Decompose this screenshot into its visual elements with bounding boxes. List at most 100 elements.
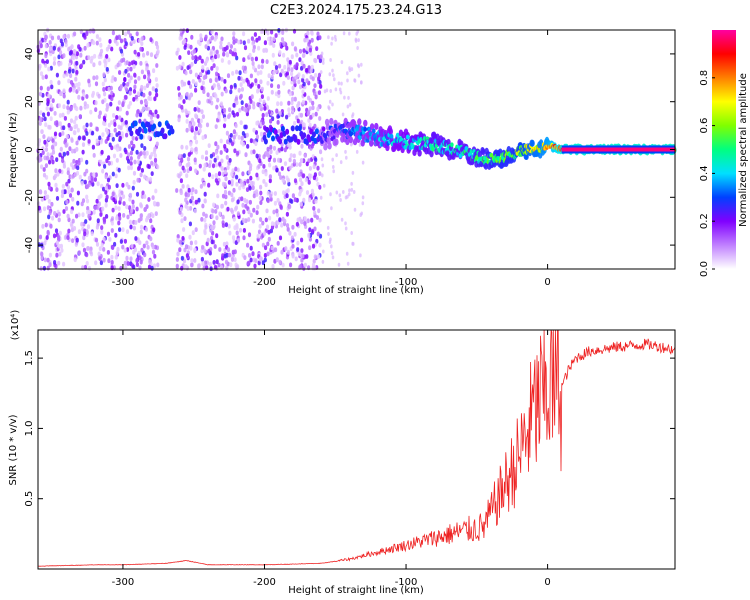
spectrogram-pixel: [235, 230, 239, 236]
spectrogram-pixel: [238, 70, 242, 76]
spectrogram-pixel: [149, 37, 153, 42]
spectrogram-pixel: [313, 254, 317, 260]
spectrogram-pixel: [270, 224, 275, 230]
spectrogram-pixel: [137, 76, 141, 81]
spectrogram-pixel: [214, 150, 218, 155]
spectrogram-pixel: [318, 35, 322, 40]
spectrogram-pixel: [208, 261, 212, 267]
spectrogram-pixel: [310, 64, 314, 70]
spectrogram-pixel: [187, 152, 191, 157]
spectrogram-pixel: [71, 238, 75, 244]
spectrogram-pixel: [297, 125, 302, 132]
spectrogram-pixel: [86, 184, 90, 189]
spectrogram-pixel: [126, 152, 131, 158]
spectrogram-pixel: [201, 244, 205, 250]
spectrogram-pixel: [77, 160, 81, 166]
spectrogram-pixel: [318, 171, 322, 177]
spectrogram-pixel: [102, 257, 106, 263]
spectrogram-pixel: [87, 213, 91, 219]
spectrogram-pixel: [222, 108, 227, 113]
spectrogram-pixel: [263, 125, 267, 131]
spectrogram-pixel: [42, 265, 47, 271]
spectrogram-pixel: [263, 231, 267, 236]
spectrogram-pixel: [37, 138, 42, 144]
spectrogram-pixel: [79, 157, 84, 163]
spectrogram-pixel: [48, 185, 52, 191]
spectrogram-pixel: [70, 44, 74, 49]
spectrogram-pixel: [264, 217, 268, 223]
spectrogram-pixel: [128, 196, 132, 202]
spectrogram-pixel: [353, 78, 357, 83]
spectrogram-pixel: [189, 44, 193, 50]
spectrogram-pixel: [320, 157, 324, 162]
spectrogram-pixel: [117, 100, 121, 105]
spectrogram-pixel: [99, 260, 103, 266]
spectrogram-pixel: [139, 133, 144, 140]
spectrogram-pixel: [134, 60, 138, 66]
spectrogram-pixel: [293, 64, 297, 70]
spectrogram-pixel: [86, 103, 90, 109]
spectrogram-pixel: [278, 235, 283, 241]
spectrogram-pixel: [200, 109, 204, 115]
spectrogram-pixel: [39, 71, 44, 77]
spectrogram-pixel: [152, 123, 157, 130]
spectrogram-pixel: [67, 69, 72, 74]
spectrogram-pixel: [211, 163, 216, 169]
figure-title: C2E3.2024.175.23.24.G13: [270, 3, 442, 18]
spectrogram-pixel: [47, 136, 51, 141]
spectrogram-pixel: [130, 243, 134, 249]
spectrogram-pixel: [68, 146, 72, 152]
spectrogram-pixel: [187, 50, 191, 55]
spectrogram-pixel: [268, 162, 272, 168]
spectrogram-pixel: [198, 55, 202, 60]
spectrogram-pixel: [288, 157, 292, 163]
spectrogram-pixel: [230, 171, 234, 177]
spectrogram-pixel: [313, 210, 317, 216]
spectrogram-pixel: [139, 46, 143, 52]
spectrogram-pixel: [107, 258, 111, 264]
spectrogram-pixel: [103, 59, 107, 64]
spectrogram-pixel: [65, 134, 69, 140]
spectrogram-pixel: [217, 114, 221, 120]
spectrogram-pixel: [99, 159, 103, 165]
spectrogram-pixel: [301, 99, 305, 105]
spectrogram-pixel: [338, 193, 342, 198]
spectrogram-pixel: [140, 69, 144, 75]
spectrogram-pixel: [138, 255, 142, 261]
spectrogram-pixel: [152, 68, 156, 74]
spectrogram-pixel: [310, 31, 314, 36]
spectrogram-pixel: [123, 77, 127, 83]
spectrogram-pixel: [252, 101, 256, 107]
spectrogram-pixel: [133, 84, 137, 90]
spectrogram-pixel: [193, 258, 197, 263]
spectrogram-pixel: [89, 109, 93, 115]
spectrogram-pixel: [62, 93, 66, 99]
spectrogram-pixel: [151, 244, 155, 250]
spectrogram-pixel: [148, 259, 152, 265]
spectrogram-pixel: [194, 189, 198, 195]
spectrogram-pixel: [81, 212, 85, 218]
spectrogram-pixel: [230, 197, 235, 203]
spectrogram-pixel: [59, 91, 63, 97]
spectrogram-pixel: [70, 148, 75, 154]
spectrogram-pixel: [332, 169, 336, 174]
spectrogram-pixel: [187, 161, 191, 167]
spectrogram-pixel: [252, 65, 256, 70]
spectrogram-pixel: [222, 51, 226, 57]
spectrogram-pixel: [298, 177, 303, 183]
spectrogram-pixel: [101, 99, 105, 105]
spectrogram-pixel: [149, 218, 153, 224]
spectrogram-pixel: [238, 185, 242, 191]
colorbar-tick-label: 0.4: [699, 165, 710, 181]
spectrogram-pixel: [54, 228, 59, 234]
spectrogram-pixel: [301, 74, 305, 79]
spectrogram-pixel: [170, 128, 175, 135]
spectrogram-pixel: [311, 112, 315, 118]
spectrogram-pixel: [110, 145, 114, 151]
spectrogram-pixel: [75, 237, 79, 243]
spectrogram-pixel: [210, 235, 214, 241]
spectrogram-pixel: [189, 141, 193, 147]
spectrogram-pixel: [130, 60, 134, 66]
spectrogram-pixel: [348, 102, 352, 107]
